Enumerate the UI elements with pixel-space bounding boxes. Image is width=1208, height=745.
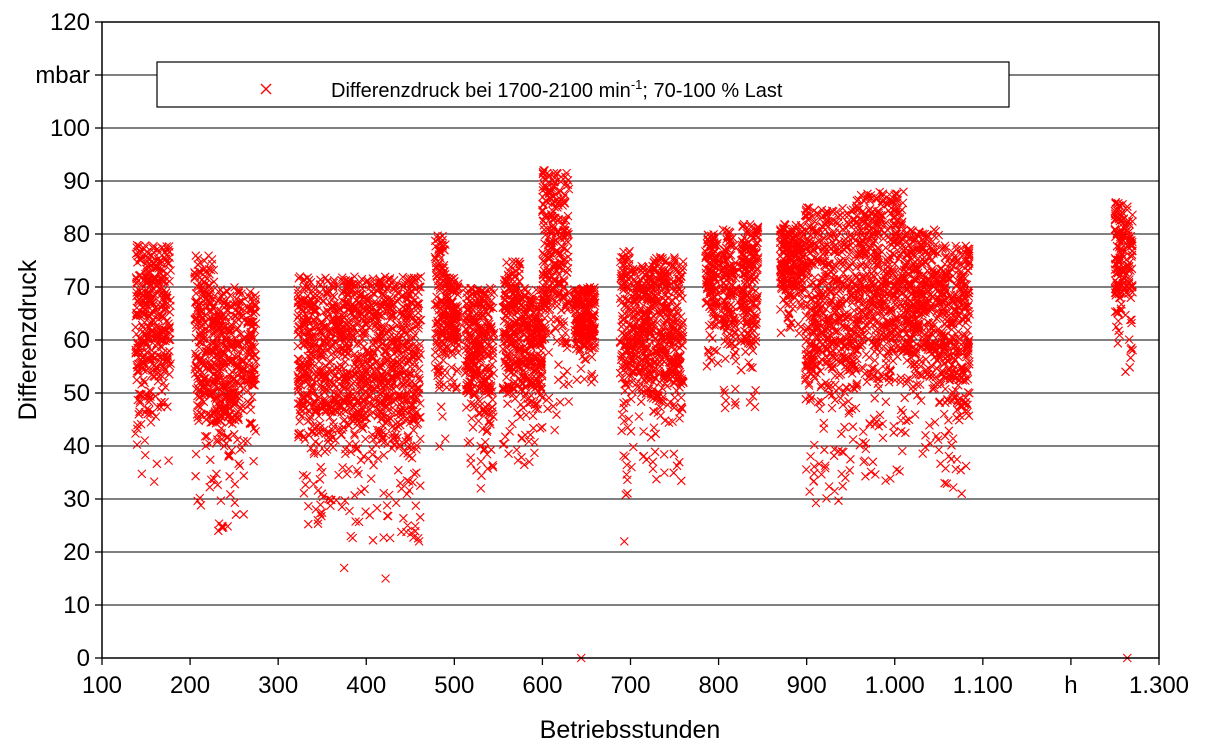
legend-marker: [260, 83, 272, 95]
x-tick-label: 700: [610, 672, 650, 699]
legend-label: Differenzdruck bei 1700-2100 min-1; 70-1…: [331, 77, 783, 102]
y-axis-title: Differenzdruck: [14, 259, 42, 420]
x-axis-ticks: 100 200 300 400 500 600 700 800 900 1.000 1.100 h 1.…: [82, 658, 1189, 699]
y-tick-label: 90: [63, 168, 90, 195]
x-tick-label: h: [1064, 672, 1077, 699]
x-tick-label: 1.300: [1129, 672, 1189, 699]
x-tick-label: 300: [258, 672, 298, 699]
legend-label-sup: -1: [631, 77, 643, 92]
legend-label-main: Differenzdruck bei 1700-2100 min: [331, 80, 631, 102]
y-tick-label: 20: [63, 539, 90, 566]
y-tick-label: 100: [50, 115, 90, 142]
data-points: [131, 166, 1137, 663]
y-tick-label: 40: [63, 433, 90, 460]
x-tick-label: 600: [522, 672, 562, 699]
x-tick-label: 400: [346, 672, 386, 699]
x-tick-label: 800: [699, 672, 739, 699]
legend-label-tail: ; 70-100 % Last: [642, 80, 783, 102]
y-axis-ticks: 0 10 20 30 40 50 60 70 80 90 100 mbar 120: [35, 9, 102, 672]
y-tick-label: 80: [63, 221, 90, 248]
x-tick-label: 200: [170, 672, 210, 699]
x-tick-label: 1.000: [865, 672, 925, 699]
y-tick-label: 70: [63, 274, 90, 301]
x-tick-label: 900: [787, 672, 827, 699]
y-tick-label: 10: [63, 592, 90, 619]
y-tick-label: 0: [77, 645, 90, 672]
legend: Differenzdruck bei 1700-2100 min-1; 70-1…: [156, 61, 1010, 108]
legend-box: [156, 61, 1010, 108]
y-tick-label: mbar: [35, 62, 90, 89]
y-tick-label: 50: [63, 380, 90, 407]
y-tick-label: 60: [63, 327, 90, 354]
x-tick-label: 100: [82, 672, 122, 699]
y-tick-label: 30: [63, 486, 90, 513]
x-tick-label: 500: [434, 672, 474, 699]
y-tick-label: 120: [50, 9, 90, 36]
x-axis-title: Betriebsstunden: [540, 716, 721, 744]
series-points: [131, 166, 1137, 663]
x-tick-label: 1.100: [953, 672, 1013, 699]
